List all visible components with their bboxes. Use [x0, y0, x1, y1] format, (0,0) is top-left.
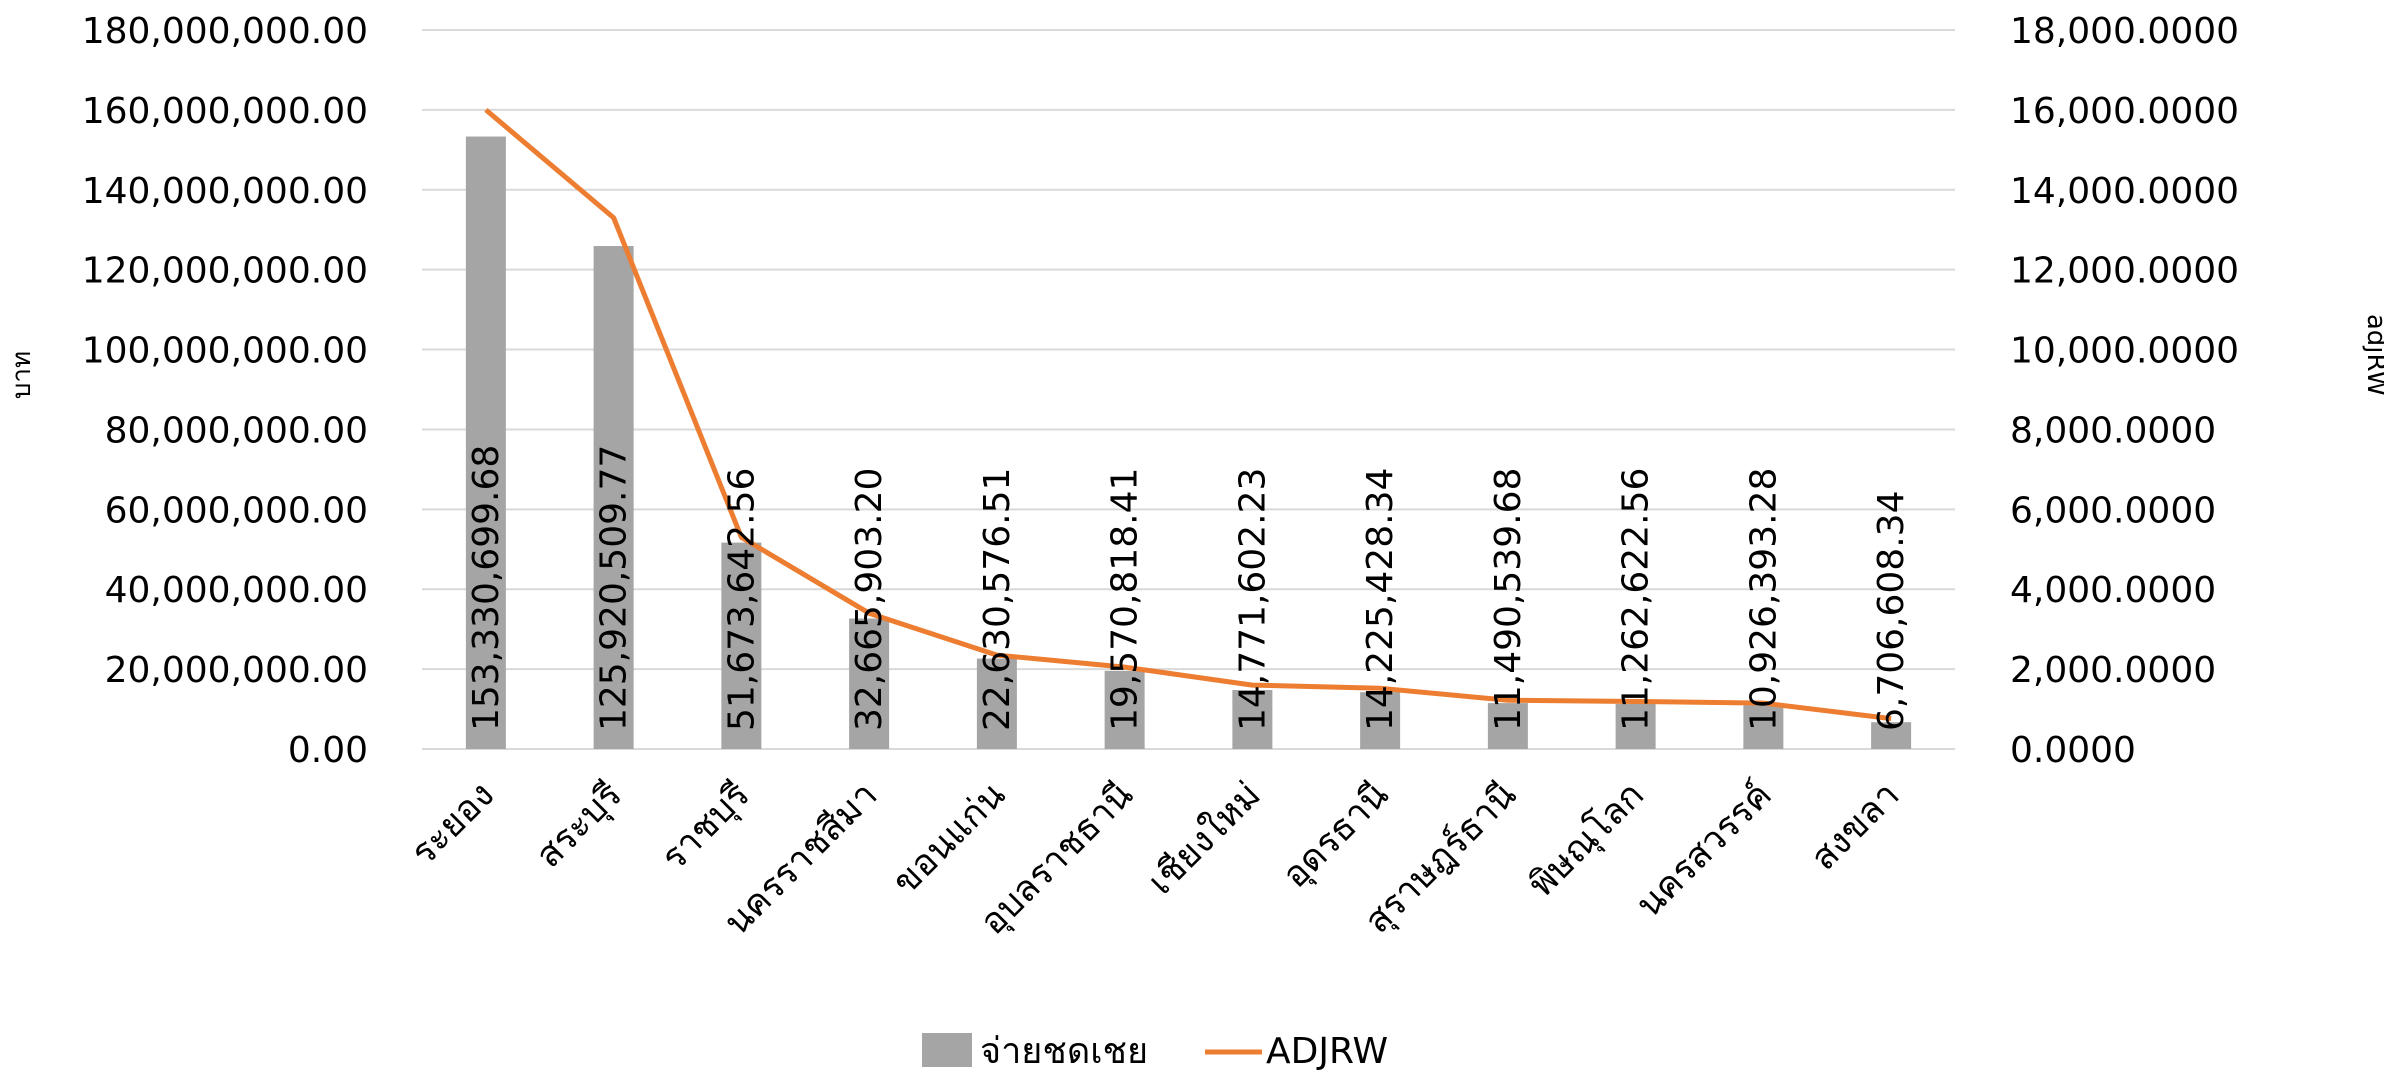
- bar: [721, 542, 762, 749]
- right-tick-label: 10,000.0000: [2010, 331, 2239, 372]
- left-axis-ticks: 0.00 20,000,000.00 40,000,000.00 60,000,000…: [82, 11, 368, 771]
- left-tick-label: 180,000,000.00: [82, 11, 368, 52]
- legend-bar-swatch: [922, 1033, 972, 1067]
- left-tick-label: 0.00: [288, 730, 368, 771]
- bar: [976, 658, 1017, 749]
- right-tick-label: 4,000.0000: [2010, 570, 2216, 611]
- legend-bar-label: จ่ายชดเชย: [980, 1031, 1148, 1072]
- right-tick-label: 8,000.0000: [2010, 410, 2216, 451]
- right-tick-label: 6,000.0000: [2010, 490, 2216, 531]
- bar-value-label: 32,665,903.20: [849, 468, 890, 731]
- bar-value-label: 19,570,818.41: [1105, 468, 1146, 731]
- bar-value-label: 10,926,393.28: [1743, 468, 1784, 731]
- legend: จ่ายชดเชย ADJRW: [922, 1031, 1388, 1072]
- category-label: ขอนแก่น: [885, 774, 1013, 902]
- right-axis-ticks: 0.0000 2,000.0000 4,000.0000 6,000.0000 8,00…: [2010, 11, 2239, 771]
- category-label: เชียงใหม่: [1140, 774, 1269, 903]
- right-tick-label: 14,000.0000: [2010, 171, 2239, 212]
- bar-value-label: 153,330,699.68: [466, 445, 507, 731]
- left-tick-label: 160,000,000.00: [82, 91, 368, 132]
- left-tick-label: 140,000,000.00: [82, 171, 368, 212]
- right-tick-label: 16,000.0000: [2010, 91, 2239, 132]
- right-tick-label: 0.0000: [2010, 730, 2136, 771]
- left-tick-label: 40,000,000.00: [105, 570, 368, 611]
- left-tick-label: 20,000,000.00: [105, 650, 368, 691]
- data-labels: 153,330,699.68 125,920,509.77 51,673,642.5…: [466, 445, 1912, 731]
- bar: [1871, 722, 1912, 749]
- bar-value-label: 6,706,608.34: [1871, 491, 1912, 731]
- legend-line-label: ADJRW: [1266, 1031, 1388, 1072]
- gridlines: [422, 29, 1955, 750]
- left-tick-label: 120,000,000.00: [82, 251, 368, 292]
- bar-series: [465, 136, 1912, 749]
- bar: [1615, 704, 1656, 749]
- bar: [849, 618, 890, 749]
- bar-value-label: 11,490,539.68: [1488, 468, 1529, 731]
- category-label: ระยอง: [403, 774, 502, 873]
- category-label: นครสวรรค์: [1628, 774, 1779, 925]
- line-series: [484, 107, 1892, 722]
- bar-value-label: 125,920,509.77: [594, 445, 635, 731]
- left-tick-label: 60,000,000.00: [105, 490, 368, 531]
- right-tick-label: 18,000.0000: [2010, 11, 2239, 52]
- bar-value-label: 11,262,622.56: [1616, 468, 1657, 731]
- category-labels: ระยอง สระบุรี ราชบุรีนครราชสีมา ขอนแก่นอุบล…: [403, 774, 1907, 944]
- bar-value-label: 22,630,576.51: [977, 468, 1018, 731]
- category-label: ราชบุรี: [654, 774, 759, 879]
- category-label: สระบุรี: [528, 774, 630, 876]
- category-label: อุดรธานี: [1275, 774, 1397, 896]
- adjrw-line: [484, 107, 1892, 722]
- left-tick-label: 100,000,000.00: [82, 331, 368, 372]
- right-tick-label: 12,000.0000: [2010, 251, 2239, 292]
- bar: [1743, 705, 1784, 749]
- bar: [593, 246, 634, 749]
- left-axis-title: บาท: [7, 351, 37, 399]
- bar: [1232, 689, 1273, 749]
- left-tick-label: 80,000,000.00: [105, 410, 368, 451]
- bar: [1104, 670, 1145, 749]
- bar: [1360, 692, 1401, 749]
- bar: [1487, 703, 1528, 749]
- bar-value-label: 14,771,602.23: [1232, 468, 1273, 731]
- bar-value-label: 51,673,642.56: [721, 468, 762, 731]
- bar: [465, 136, 506, 749]
- bar-value-label: 14,225,428.34: [1360, 468, 1401, 731]
- category-label: สงขลา: [1803, 774, 1907, 878]
- right-tick-label: 2,000.0000: [2010, 650, 2216, 691]
- right-axis-title: adjRW: [2361, 314, 2384, 396]
- category-label: พิษณุโลก: [1520, 774, 1652, 906]
